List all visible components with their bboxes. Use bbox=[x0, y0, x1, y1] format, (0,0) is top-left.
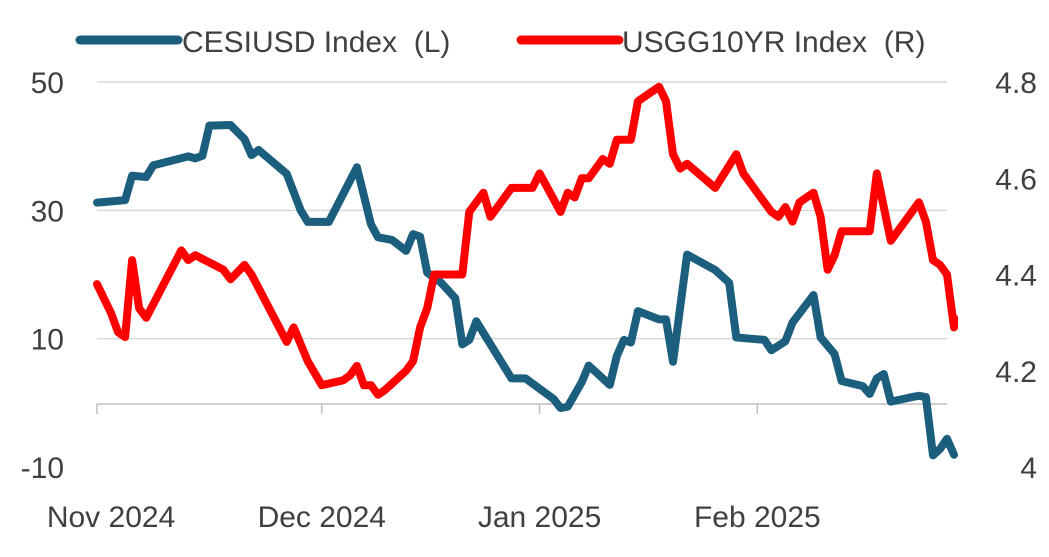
x-tick-label: Jan 2025 bbox=[478, 501, 601, 534]
legend-label-usgg10yr: USGG10YR Index (R) bbox=[622, 26, 925, 59]
x-tick-label: Dec 2024 bbox=[258, 501, 386, 534]
legend-label-cesiusd: CESIUSD Index (L) bbox=[182, 26, 450, 59]
y-left-tick-label: 50 bbox=[31, 67, 64, 100]
y-axis-left: 50 30 10 -10 bbox=[21, 67, 64, 485]
gridlines bbox=[97, 81, 947, 340]
y-right-tick-label: 4.8 bbox=[995, 67, 1037, 100]
y-right-tick-label: 4.2 bbox=[995, 356, 1037, 389]
y-left-tick-label: 30 bbox=[31, 195, 64, 228]
y-right-tick-label: 4 bbox=[1020, 452, 1037, 485]
legend: CESIUSD Index (L) USGG10YR Index (R) bbox=[75, 26, 925, 59]
y-left-tick-label: -10 bbox=[21, 452, 64, 485]
y-axis-right: 4.8 4.6 4.4 4.2 4 bbox=[995, 67, 1037, 485]
x-axis: Nov 2024 Dec 2024 Jan 2025 Feb 2025 bbox=[47, 403, 947, 534]
y-right-tick-label: 4.4 bbox=[995, 260, 1037, 293]
x-tick-label: Nov 2024 bbox=[47, 501, 175, 534]
series-line-cesiusd bbox=[93, 121, 958, 460]
series-lines bbox=[93, 82, 958, 460]
y-right-tick-label: 4.6 bbox=[995, 163, 1037, 196]
series-line-usgg10yr bbox=[93, 82, 958, 399]
y-left-tick-label: 10 bbox=[31, 324, 64, 357]
x-tick-label: Feb 2025 bbox=[694, 501, 821, 534]
